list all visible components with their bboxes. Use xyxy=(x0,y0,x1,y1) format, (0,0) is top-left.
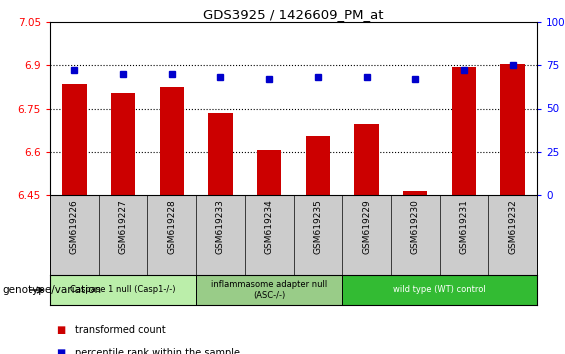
Text: ■: ■ xyxy=(55,348,65,354)
Text: GSM619231: GSM619231 xyxy=(459,199,468,254)
Text: GSM619234: GSM619234 xyxy=(264,199,273,254)
Bar xyxy=(452,67,476,195)
Bar xyxy=(403,191,428,195)
Text: GSM619229: GSM619229 xyxy=(362,199,371,254)
Bar xyxy=(306,136,330,195)
Bar xyxy=(159,87,184,195)
Text: percentile rank within the sample: percentile rank within the sample xyxy=(75,348,241,354)
Text: GSM619227: GSM619227 xyxy=(119,199,128,254)
Text: GSM619230: GSM619230 xyxy=(411,199,420,254)
Bar xyxy=(50,275,196,305)
Bar xyxy=(208,113,233,195)
Bar xyxy=(501,64,525,195)
Text: Caspase 1 null (Casp1-/-): Caspase 1 null (Casp1-/-) xyxy=(70,285,176,295)
Text: GSM619233: GSM619233 xyxy=(216,199,225,254)
Bar xyxy=(342,275,537,305)
Title: GDS3925 / 1426609_PM_at: GDS3925 / 1426609_PM_at xyxy=(203,8,384,21)
Text: genotype/variation: genotype/variation xyxy=(3,285,102,295)
Text: GSM619228: GSM619228 xyxy=(167,199,176,254)
Text: inflammasome adapter null
(ASC-/-): inflammasome adapter null (ASC-/-) xyxy=(211,280,327,300)
Bar xyxy=(111,93,135,195)
Bar xyxy=(196,275,342,305)
Text: GSM619232: GSM619232 xyxy=(508,199,517,254)
Text: transformed count: transformed count xyxy=(75,325,166,335)
Text: ■: ■ xyxy=(55,325,65,335)
Bar xyxy=(257,150,281,195)
Text: wild type (WT) control: wild type (WT) control xyxy=(393,285,486,295)
Bar xyxy=(354,124,379,195)
Text: GSM619226: GSM619226 xyxy=(70,199,79,254)
Text: GSM619235: GSM619235 xyxy=(314,199,323,254)
Bar xyxy=(62,84,86,195)
